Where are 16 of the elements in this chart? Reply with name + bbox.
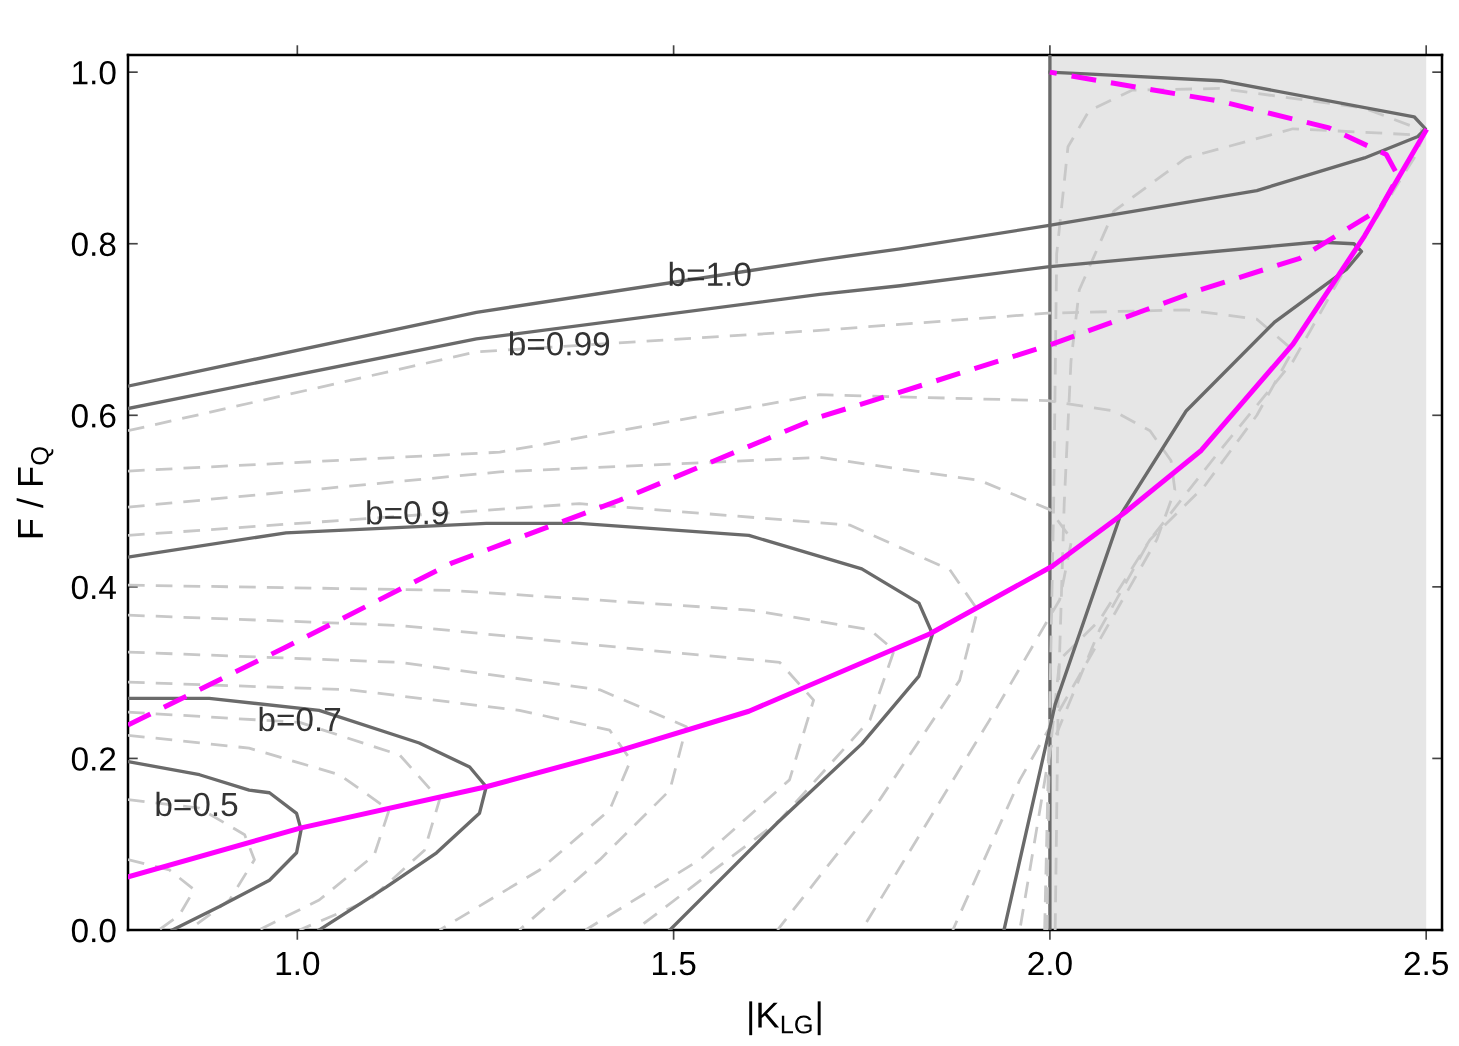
x-axis-title: |K$_{LG}$| [749, 1001, 821, 1036]
x-tick-label: 1.5 [652, 952, 696, 976]
y-tick-label: 0.8 [71, 232, 116, 257]
x-tick-label: 1.0 [276, 951, 320, 976]
y-tick-label: 0.0 [71, 918, 116, 943]
y-tick-label: 0.4 [71, 575, 116, 600]
y-tick-label: 0.2 [71, 747, 116, 771]
annotation: b=0.99 [509, 331, 610, 356]
y-axis-title: F / F$_{Q}$ [16, 447, 54, 538]
annotation: b=0.7 [259, 706, 341, 732]
y-tick-label: 0.6 [71, 404, 116, 428]
annotation: b=0.9 [367, 500, 448, 525]
x-tick-label: 2.0 [1028, 951, 1072, 976]
y-tick-label: 1.0 [73, 60, 116, 85]
x-tick-label: 2.5 [1404, 951, 1448, 976]
annotation: b=0.5 [156, 791, 238, 817]
